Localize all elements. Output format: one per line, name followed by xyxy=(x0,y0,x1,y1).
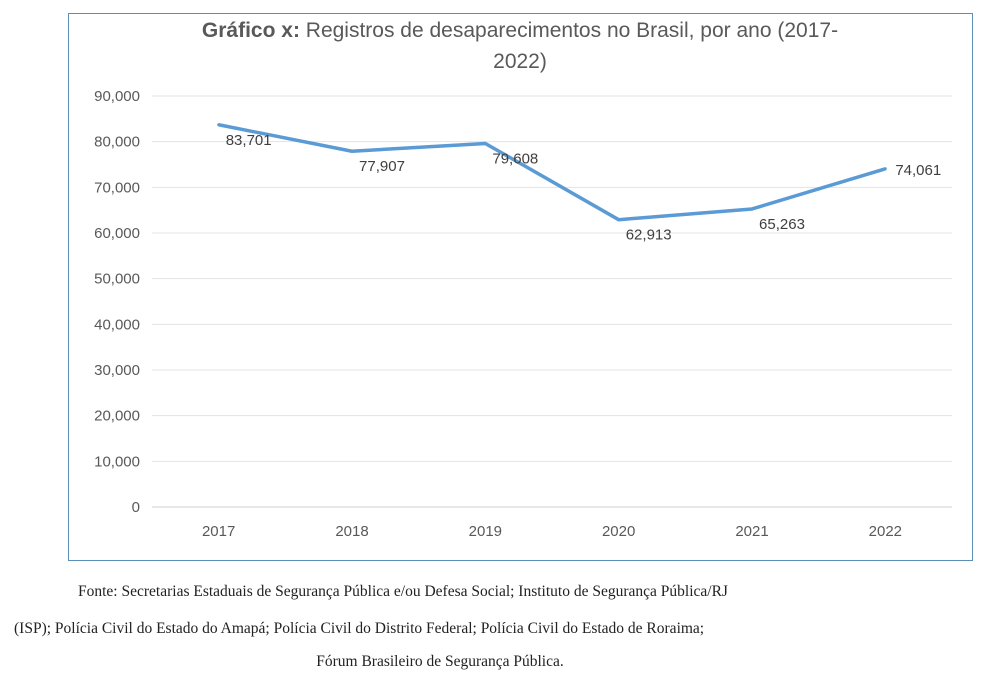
chart-title: Gráfico x: Registros de desaparecimentos… xyxy=(202,19,838,42)
series-line xyxy=(218,123,886,222)
data-point xyxy=(883,167,887,171)
y-tick-label: 70,000 xyxy=(94,179,140,196)
data-point xyxy=(483,141,487,145)
footnote-line3: Fórum Brasileiro de Segurança Pública. xyxy=(316,653,564,670)
data-label: 77,907 xyxy=(359,158,405,175)
data-label: 65,263 xyxy=(759,216,805,233)
data-point xyxy=(750,207,754,211)
x-tick-label: 2021 xyxy=(735,523,768,540)
y-tick-label: 10,000 xyxy=(94,453,140,470)
line-chart: Gráfico x: Registros de desaparecimentos… xyxy=(94,19,952,540)
footnote-line1: Fonte: Secretarias Estaduais de Seguranç… xyxy=(78,583,728,600)
y-tick-label: 60,000 xyxy=(94,225,140,242)
footnote-line2: (ISP); Polícia Civil do Estado do Amapá;… xyxy=(14,620,705,637)
data-point xyxy=(350,149,354,153)
x-tick-label: 2019 xyxy=(469,523,502,540)
y-tick-label: 50,000 xyxy=(94,271,140,288)
chart-title-line2: 2022) xyxy=(493,50,547,73)
chart-frame xyxy=(68,13,973,561)
gridlines xyxy=(152,95,952,508)
y-tick-label: 90,000 xyxy=(94,88,140,105)
y-tick-label: 0 xyxy=(132,499,140,516)
y-tick-label: 20,000 xyxy=(94,408,140,425)
data-label: 79,608 xyxy=(492,150,538,167)
data-label: 83,701 xyxy=(226,132,272,149)
y-axis: 0 10,000 20,000 30,000 40,000 50,000 60,000 70,… xyxy=(94,88,140,516)
chart-title-line1: Registros de desaparecimentos no Brasil,… xyxy=(306,19,838,42)
y-tick-label: 30,000 xyxy=(94,362,140,379)
y-tick-label: 80,000 xyxy=(94,134,140,151)
chart-title-bold: Gráfico x: xyxy=(202,19,300,42)
data-label: 62,913 xyxy=(626,227,672,244)
data-labels: 83,701 77,907 79,608 62,913 65,263 74,061 xyxy=(226,132,942,244)
data-label: 74,061 xyxy=(895,162,941,179)
y-tick-label: 40,000 xyxy=(94,316,140,333)
data-point xyxy=(617,218,621,222)
x-tick-label: 2017 xyxy=(202,523,235,540)
x-tick-label: 2018 xyxy=(335,523,368,540)
x-axis: 2017 2018 2019 2020 2021 2022 xyxy=(202,523,902,540)
data-point xyxy=(217,123,221,127)
series xyxy=(217,123,887,222)
x-tick-label: 2020 xyxy=(602,523,635,540)
x-tick-label: 2022 xyxy=(869,523,902,540)
